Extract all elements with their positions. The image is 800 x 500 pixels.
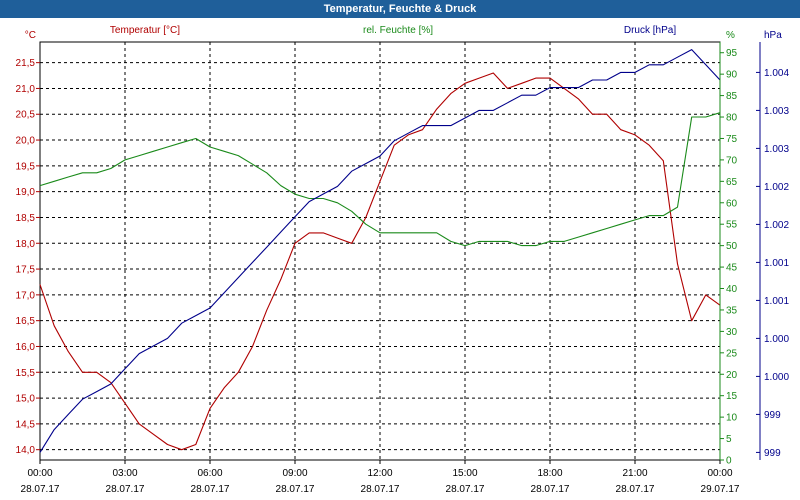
- axes: [36, 42, 761, 464]
- x-tick-date: 28.07.17: [191, 484, 230, 495]
- x-tick-time: 03:00: [112, 468, 137, 479]
- humidity-tick-label: 95: [726, 48, 738, 59]
- pressure-tick-label: 1.002: [764, 220, 789, 231]
- pressure-tick-label: 1.004: [764, 68, 789, 79]
- pressure-tick-label: 999: [764, 410, 781, 421]
- temperature-tick-label: 14,0: [16, 445, 36, 456]
- humidity-tick-label: 80: [726, 113, 738, 124]
- pressure-tick-label: 1.003: [764, 106, 789, 117]
- temperature-tick-label: 19,0: [16, 187, 36, 198]
- x-tick-time: 06:00: [197, 468, 222, 479]
- humidity-tick-label: 0: [726, 456, 732, 467]
- humidity-tick-label: 30: [726, 327, 738, 338]
- x-tick-date: 28.07.17: [531, 484, 570, 495]
- chart-title: Temperatur, Feuchte & Druck: [0, 0, 800, 18]
- pressure-tick-label: 1.001: [764, 296, 789, 307]
- series-lines: [39, 49, 721, 453]
- x-tick-time: 21:00: [622, 468, 647, 479]
- x-tick-time: 09:00: [282, 468, 307, 479]
- humidity-tick-label: 40: [726, 284, 738, 295]
- temperature-axis-label: Temperatur [°C]: [110, 25, 180, 36]
- pressure-axis-label: Druck [hPa]: [624, 25, 676, 36]
- pressure-tick-label: 1.002: [764, 182, 789, 193]
- humidity-tick-label: 15: [726, 391, 738, 402]
- labels: 00:00 28.07.17 03:00 28.07.17 06:00 28.07.17 0…: [16, 25, 790, 495]
- temperature-unit: °C: [25, 30, 36, 41]
- temperature-tick-label: 20,0: [16, 136, 36, 147]
- pressure-tick-label: 999: [764, 448, 781, 459]
- x-tick-time: 00:00: [707, 468, 732, 479]
- humidity-tick-label: 65: [726, 177, 738, 188]
- humidity-tick-label: 35: [726, 305, 738, 316]
- temperature-tick-label: 16,5: [16, 316, 36, 327]
- humidity-tick-label: 55: [726, 220, 738, 231]
- temperature-tick-label: 20,5: [16, 110, 36, 121]
- temperature-tick-label: 21,5: [16, 58, 36, 69]
- temperature-tick-label: 15,5: [16, 368, 36, 379]
- humidity-tick-label: 20: [726, 370, 738, 381]
- x-tick-date: 28.07.17: [616, 484, 655, 495]
- humidity-tick-label: 5: [726, 434, 732, 445]
- x-tick-time: 18:00: [537, 468, 562, 479]
- humidity-tick-label: 75: [726, 134, 738, 145]
- temperature-tick-label: 17,5: [16, 265, 36, 276]
- x-tick-date: 28.07.17: [21, 484, 60, 495]
- humidity-unit: %: [726, 30, 735, 41]
- humidity-tick-label: 50: [726, 241, 738, 252]
- x-tick-time: 00:00: [27, 468, 52, 479]
- pressure-tick-label: 1.000: [764, 334, 789, 345]
- temperature-tick-label: 18,0: [16, 239, 36, 250]
- x-tick-date: 28.07.17: [361, 484, 400, 495]
- temperature-tick-label: 17,0: [16, 290, 36, 301]
- humidity-tick-label: 60: [726, 198, 738, 209]
- chart: 00:00 28.07.17 03:00 28.07.17 06:00 28.07.17 0…: [16, 25, 790, 495]
- humidity-axis-label: rel. Feuchte [%]: [363, 25, 433, 36]
- temperature-series-line: [39, 72, 721, 451]
- humidity-tick-label: 10: [726, 413, 738, 424]
- humidity-series-line: [39, 112, 721, 247]
- pressure-unit: hPa: [764, 30, 782, 41]
- x-tick-date: 28.07.17: [276, 484, 315, 495]
- humidity-tick-label: 85: [726, 91, 738, 102]
- x-tick-date: 28.07.17: [106, 484, 145, 495]
- pressure-tick-label: 1.000: [764, 372, 789, 383]
- pressure-series-line: [39, 49, 721, 453]
- x-tick-date: 28.07.17: [446, 484, 485, 495]
- pressure-tick-label: 1.003: [764, 144, 789, 155]
- x-tick-date: 29.07.17: [701, 484, 740, 495]
- pressure-tick-label: 1.001: [764, 258, 789, 269]
- humidity-tick-label: 45: [726, 263, 738, 274]
- humidity-tick-label: 25: [726, 348, 738, 359]
- temperature-tick-label: 19,5: [16, 161, 36, 172]
- temperature-tick-label: 21,0: [16, 84, 36, 95]
- temperature-tick-label: 14,5: [16, 419, 36, 430]
- x-tick-time: 15:00: [452, 468, 477, 479]
- temperature-tick-label: 15,0: [16, 394, 36, 405]
- humidity-tick-label: 70: [726, 155, 738, 166]
- temperature-tick-label: 16,0: [16, 342, 36, 353]
- humidity-tick-label: 90: [726, 70, 738, 81]
- temperature-tick-label: 18,5: [16, 213, 36, 224]
- x-tick-time: 12:00: [367, 468, 392, 479]
